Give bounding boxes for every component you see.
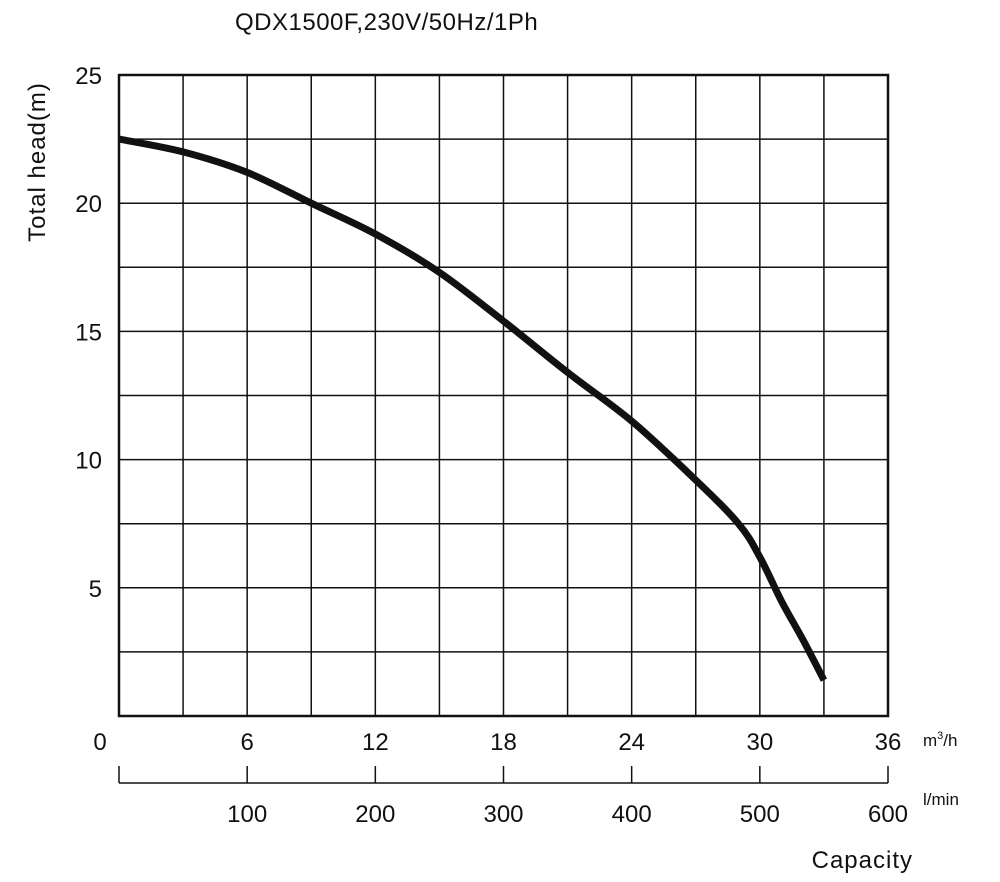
x-secondary-tick-label: 600 bbox=[868, 801, 908, 828]
x-secondary-tick-label: 300 bbox=[483, 801, 523, 828]
chart-title: QDX1500F,230V/50Hz/1Ph bbox=[235, 9, 538, 36]
x-unit-primary: m3/h bbox=[923, 730, 957, 750]
x-unit-primary-sup: 3 bbox=[937, 730, 943, 742]
y-tick-label: 5 bbox=[89, 576, 102, 603]
y-tick-label: 15 bbox=[75, 319, 102, 346]
x-unit-secondary: l/min bbox=[923, 790, 959, 809]
axis-ticks: 5 10 15 20 25 0 6 12 18 24 30 36 100 200 300 400 500 600 bbox=[75, 63, 908, 828]
y-tick-label: 20 bbox=[75, 191, 102, 218]
x-secondary-tick-label: 200 bbox=[355, 801, 395, 828]
x-unit-primary-base: m bbox=[923, 731, 937, 750]
plot-frame bbox=[117, 73, 890, 718]
curve-group bbox=[118, 135, 828, 682]
x-tick-label: 12 bbox=[362, 729, 389, 756]
x-secondary-tick-label: 500 bbox=[740, 801, 780, 828]
x-tick-label: 0 bbox=[93, 729, 106, 756]
x-secondary-tick-label: 100 bbox=[227, 801, 267, 828]
x-tick-label: 24 bbox=[618, 729, 645, 756]
x-tick-label: 6 bbox=[240, 729, 253, 756]
y-tick-label: 25 bbox=[75, 63, 102, 90]
plot-grid bbox=[117, 73, 890, 718]
x-tick-label: 30 bbox=[746, 729, 773, 756]
performance-curve-line bbox=[118, 135, 828, 682]
y-tick-label: 10 bbox=[75, 448, 102, 475]
x-tick-label: 36 bbox=[875, 729, 902, 756]
y-axis-label: Total head(m) bbox=[24, 82, 51, 242]
x-axis-label: Capacity bbox=[812, 847, 913, 874]
x-tick-label: 18 bbox=[490, 729, 517, 756]
x-secondary-tick-label: 400 bbox=[612, 801, 652, 828]
x-unit-primary-tail: /h bbox=[943, 731, 957, 750]
